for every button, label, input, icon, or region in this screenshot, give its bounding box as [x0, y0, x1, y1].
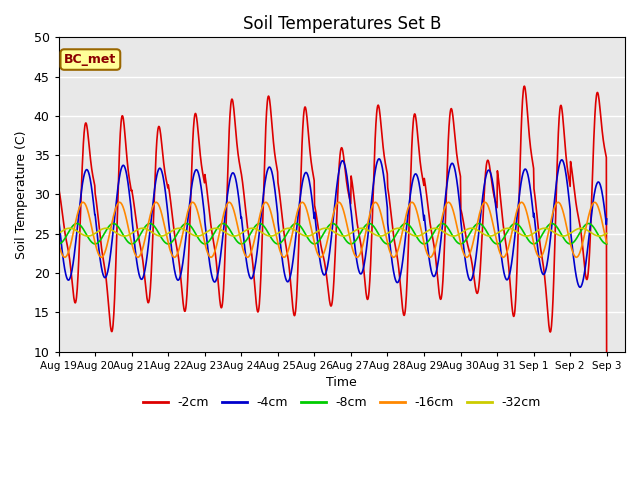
Line: -32cm: -32cm: [59, 228, 607, 236]
-8cm: [164, 241, 172, 247]
-16cm: [238, 244, 246, 250]
-4cm: [418, 201, 426, 206]
Text: BC_met: BC_met: [64, 53, 116, 66]
-2cm: [603, 427, 611, 433]
-32cm: [238, 230, 246, 236]
-32cm: [490, 232, 497, 238]
-32cm: [177, 226, 184, 231]
-2cm: [490, 189, 497, 194]
-32cm: [163, 231, 171, 237]
-16cm: [55, 240, 63, 246]
-2cm: [538, 254, 546, 260]
-32cm: [486, 233, 493, 239]
-8cm: [490, 239, 497, 245]
-16cm: [244, 254, 252, 260]
-16cm: [163, 236, 171, 241]
Line: -2cm: -2cm: [59, 86, 607, 430]
-4cm: [490, 186, 497, 192]
-16cm: [490, 226, 498, 232]
-4cm: [538, 270, 546, 276]
-4cm: [375, 156, 383, 162]
Y-axis label: Soil Temperature (C): Soil Temperature (C): [15, 130, 28, 259]
-32cm: [418, 232, 426, 238]
-16cm: [419, 233, 426, 239]
-8cm: [177, 225, 185, 231]
-2cm: [55, 185, 63, 191]
-4cm: [177, 273, 184, 278]
-8cm: [603, 241, 611, 247]
-2cm: [163, 181, 171, 187]
Line: -4cm: -4cm: [59, 159, 607, 287]
-8cm: [418, 240, 426, 246]
-2cm: [238, 174, 246, 180]
-4cm: [163, 204, 171, 210]
-32cm: [603, 230, 611, 236]
-4cm: [238, 218, 246, 224]
X-axis label: Time: Time: [326, 376, 357, 389]
-16cm: [225, 199, 233, 205]
-16cm: [538, 252, 546, 258]
-4cm: [55, 215, 63, 221]
-8cm: [73, 221, 81, 227]
-2cm: [520, 83, 528, 89]
-32cm: [504, 225, 512, 231]
-2cm: [177, 272, 184, 277]
-32cm: [538, 226, 546, 231]
-16cm: [603, 240, 611, 246]
-8cm: [55, 241, 63, 247]
Legend: -2cm, -4cm, -8cm, -16cm, -32cm: -2cm, -4cm, -8cm, -16cm, -32cm: [138, 391, 546, 414]
Line: -8cm: -8cm: [59, 224, 607, 244]
-32cm: [55, 230, 63, 236]
Title: Soil Temperatures Set B: Soil Temperatures Set B: [243, 15, 441, 33]
-8cm: [538, 232, 546, 238]
-2cm: [418, 169, 426, 175]
-8cm: [238, 241, 246, 247]
-4cm: [576, 284, 584, 290]
-4cm: [603, 216, 611, 222]
-16cm: [177, 241, 184, 247]
Line: -16cm: -16cm: [59, 202, 607, 257]
